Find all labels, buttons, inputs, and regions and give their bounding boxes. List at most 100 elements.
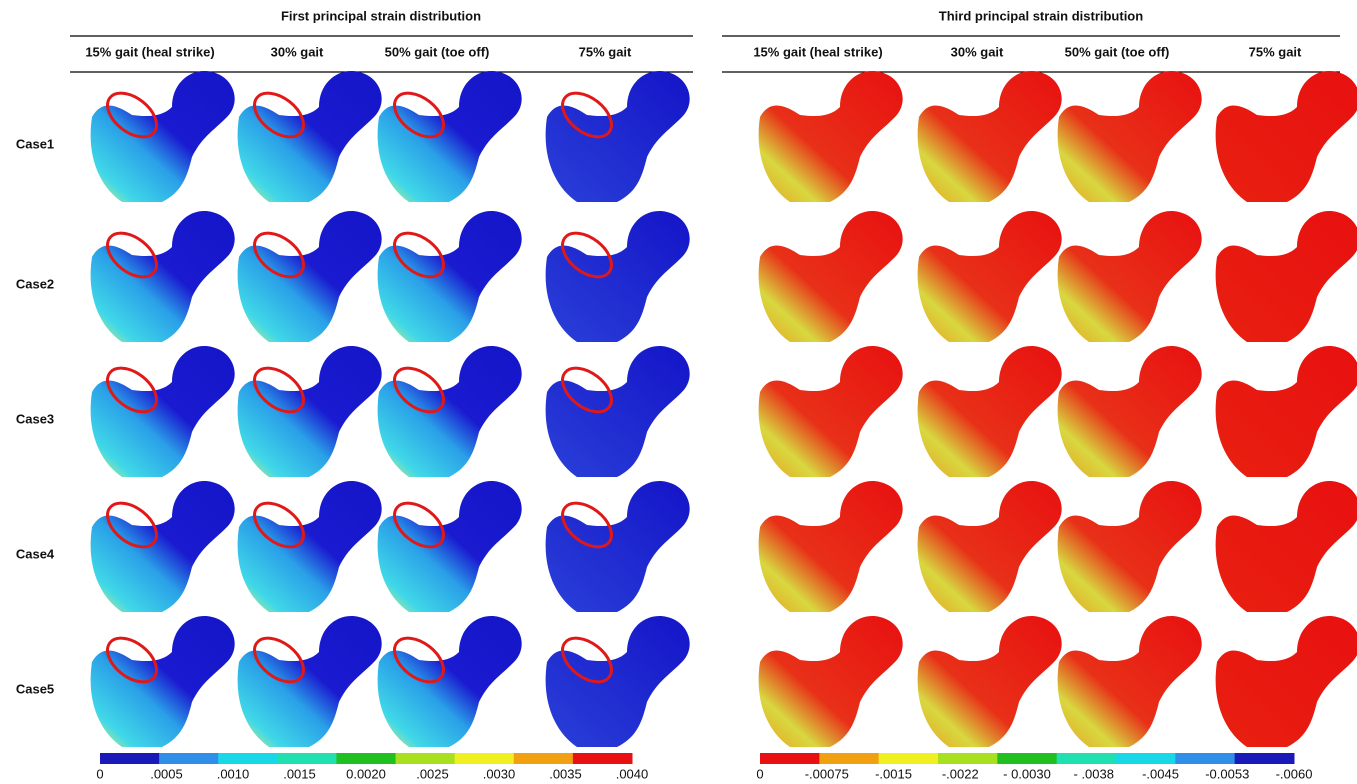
femur-model [545,346,690,477]
femur-surface [758,481,903,612]
highlight-ring [106,366,158,414]
column-header: 50% gait (toe off) [1065,44,1170,59]
femur-surface [237,346,382,477]
femur-model [237,211,382,342]
femur-surface [1057,211,1202,342]
femur-model [545,71,690,202]
column-header: 15% gait (heal strike) [753,44,882,59]
femur-model [1057,71,1202,202]
femur-surface [237,211,382,342]
femur-surface [90,71,235,202]
row-label: Case3 [16,411,54,426]
femur-model [545,211,690,342]
femur-model [377,346,522,477]
colorbar-label: -0.0053 [1205,766,1249,781]
highlight-ring [253,91,305,139]
column-header: 75% gait [1249,44,1302,59]
colorbar-segment [997,753,1058,764]
colorbar-label: -.0060 [1276,766,1313,781]
colorbar-segment [1056,753,1117,764]
highlight-ring [561,366,613,414]
femur-surface [377,346,522,477]
colorbar-segment [336,753,397,764]
colorbar-label: -.0045 [1142,766,1179,781]
femur-surface [90,346,235,477]
femur-surface [1057,616,1202,747]
femur-surface [758,616,903,747]
femur-model [237,481,382,612]
colorbar-segment [159,753,219,764]
colorbar-label: .0015 [283,766,316,781]
femur-surface [237,616,382,747]
colorbar-segment [938,753,998,764]
panel-title: First principal strain distribution [281,8,481,23]
femur-surface [90,616,235,747]
highlight-ring [561,636,613,684]
femur-surface [377,616,522,747]
femur-model [377,71,522,202]
colorbar-segment [1234,753,1295,764]
femur-model [1215,346,1357,477]
femur-surface [90,481,235,612]
colorbar-label: -.0022 [942,766,979,781]
femur-surface [1215,346,1357,477]
femur-model [917,481,1062,612]
row-label: Case4 [16,546,55,561]
column-header: 15% gait (heal strike) [85,44,214,59]
colorbar-segment [395,753,456,764]
femur-model [90,616,235,747]
femur-model [237,71,382,202]
femur-surface [758,71,903,202]
column-header: 50% gait (toe off) [385,44,490,59]
femur-surface [545,71,690,202]
femur-model [1057,346,1202,477]
colorbar-segment [218,753,278,764]
colorbar-segment [572,753,633,764]
colorbar-label: 0.0020 [346,766,386,781]
femur-model [917,211,1062,342]
femur-surface [1215,71,1357,202]
colorbar-segment [277,753,337,764]
femur-surface [917,616,1062,747]
highlight-ring [561,231,613,279]
column-header: 30% gait [271,44,324,59]
colorbar-label: .0005 [150,766,183,781]
femur-model [1215,481,1357,612]
colorbar-label: .0025 [416,766,449,781]
femur-surface [1215,211,1357,342]
highlight-ring [561,91,613,139]
highlight-ring [393,501,445,549]
highlight-ring [253,636,305,684]
colorbar-label: .0030 [483,766,516,781]
femur-model [758,346,903,477]
highlight-ring [393,231,445,279]
femur-model [1057,211,1202,342]
femur-surface [758,211,903,342]
femur-model [90,346,235,477]
femur-surface [1057,346,1202,477]
femur-surface [917,71,1062,202]
femur-surface [917,211,1062,342]
femur-model [90,481,235,612]
femur-model [237,346,382,477]
column-header: 75% gait [579,44,632,59]
colorbar-segment [454,753,515,764]
highlight-ring [561,501,613,549]
colorbar-label: .0010 [217,766,250,781]
highlight-ring [106,231,158,279]
colorbar-segment [100,753,160,764]
colorbar-label: 0 [756,766,763,781]
colorbar-label: -.0015 [875,766,912,781]
row-label: Case1 [16,136,54,151]
femur-surface [545,346,690,477]
highlight-ring [106,501,158,549]
femur-model [917,71,1062,202]
highlight-ring [253,231,305,279]
femur-surface [1215,616,1357,747]
femur-model [545,616,690,747]
femur-surface [377,71,522,202]
femur-surface [377,481,522,612]
femur-surface [545,616,690,747]
colorbar-label: 0 [96,766,103,781]
highlight-ring [253,501,305,549]
